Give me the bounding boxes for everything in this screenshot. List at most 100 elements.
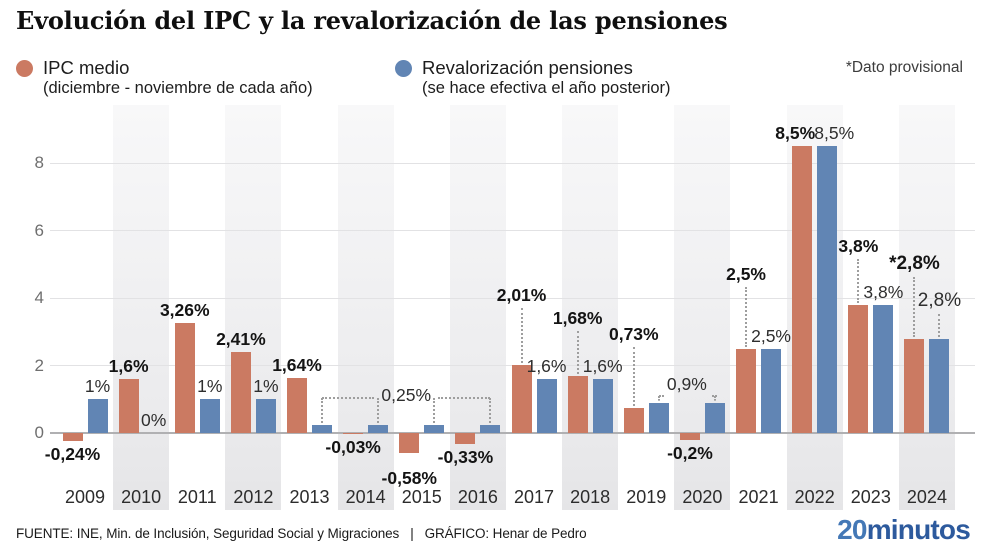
bar-pension-2011 xyxy=(199,399,220,433)
value-label-pension-2023: 3,8% xyxy=(863,281,904,302)
value-label-ipc-2010: 1,6% xyxy=(108,356,149,376)
x-axis-year-label: 2015 xyxy=(401,487,442,507)
bar-ipc-2016 xyxy=(455,433,476,445)
x-axis-year-label: 2023 xyxy=(850,487,891,507)
bar-ipc-2012 xyxy=(230,351,251,433)
x-axis-year-label: 2014 xyxy=(345,487,386,507)
bracket-tick xyxy=(713,396,716,401)
x-axis-year-label: 2024 xyxy=(906,487,947,507)
value-label-ipc-2024: *2,8% xyxy=(889,253,940,274)
x-axis-year-label: 2022 xyxy=(794,487,835,507)
bracket-line xyxy=(658,395,662,397)
source-text: FUENTE: INE, Min. de Inclusión, Segurida… xyxy=(16,526,400,541)
legend-label-ipc: IPC medio xyxy=(43,57,130,78)
bar-pension-2012 xyxy=(255,399,276,433)
bar-ipc-2017 xyxy=(511,365,532,433)
twentyminutos-logo: 20minutos xyxy=(837,514,971,546)
value-label-pension-2010: 0% xyxy=(140,410,167,430)
bracket-tick xyxy=(489,398,492,423)
bracket-line xyxy=(711,395,715,397)
value-label-ipc-2016: -0,33% xyxy=(437,447,494,468)
y-axis-tick-label: 0 xyxy=(34,423,44,442)
year-band xyxy=(898,105,955,510)
value-label-pension-2022: 8,5% xyxy=(814,123,855,144)
bar-ipc-2009 xyxy=(62,433,83,442)
bar-pension-2009 xyxy=(87,399,108,433)
value-label-ipc-2014: -0,03% xyxy=(325,437,381,457)
value-label-pension-2024: 2,8% xyxy=(917,290,962,311)
bar-ipc-2024 xyxy=(904,338,925,433)
value-label-ipc-2020: -0,2% xyxy=(667,442,713,463)
page-title: Evolución del IPC y la revalorización de… xyxy=(16,6,728,35)
x-axis-year-label: 2012 xyxy=(233,487,274,507)
footer-separator2 xyxy=(414,526,421,541)
legend-item-ipc: IPC medio (diciembre - noviembre de cada… xyxy=(16,57,313,98)
year-band xyxy=(337,105,394,510)
bar-pension-2021 xyxy=(761,348,782,433)
value-label-ipc-2019: 0,73% xyxy=(608,324,659,344)
value-label-ipc-2012: 2,41% xyxy=(216,328,266,349)
legend-item-pension: Revalorización pensiones (se hace efecti… xyxy=(395,57,671,98)
value-label-pension-2009: 1% xyxy=(84,376,111,397)
bar-ipc-2021 xyxy=(736,348,757,433)
x-axis-year-label: 2010 xyxy=(121,487,162,507)
bar-pension-2019 xyxy=(648,402,669,433)
value-label-pension-2012: 1% xyxy=(253,376,279,397)
x-axis-year-label: 2009 xyxy=(64,487,106,507)
year-band xyxy=(674,105,731,510)
gridline xyxy=(50,297,975,299)
bracket-tick xyxy=(657,396,660,401)
bar-ipc-2013 xyxy=(287,377,308,433)
bar-pension-2016 xyxy=(480,424,501,433)
bar-pension-2023 xyxy=(873,304,894,433)
x-axis-year-label: 2021 xyxy=(738,487,779,507)
value-label-pension-2017: 1,6% xyxy=(526,356,567,376)
bracket-line xyxy=(438,397,491,399)
legend-label-pension: Revalorización pensiones xyxy=(422,57,633,78)
value-label-ipc-2017: 2,01% xyxy=(496,285,547,305)
logo-part-minutos: minutos xyxy=(866,514,971,545)
x-axis-year-label: 2011 xyxy=(177,487,217,507)
x-axis-year-label: 2020 xyxy=(682,487,723,507)
shared-value-label: 0,9% xyxy=(666,374,707,394)
x-axis-year-label: 2013 xyxy=(289,487,330,507)
bar-ipc-2014 xyxy=(343,433,364,434)
leader-line xyxy=(632,347,635,407)
source-credit-line: FUENTE: INE, Min. de Inclusión, Segurida… xyxy=(16,526,587,541)
value-label-ipc-2011: 3,26% xyxy=(159,299,210,320)
leader-line xyxy=(938,314,941,337)
bar-ipc-2015 xyxy=(399,433,420,453)
x-axis-year-label: 2017 xyxy=(514,487,555,507)
legend-sublabel-pension: (se hace efectiva el año posterior) xyxy=(422,79,671,97)
leader-line xyxy=(913,277,916,337)
leader-line xyxy=(520,308,523,364)
value-label-ipc-2021: 2,5% xyxy=(726,264,766,284)
year-band xyxy=(562,105,619,510)
bar-pension-2022 xyxy=(817,146,838,433)
bracket-line xyxy=(322,397,375,399)
gridline xyxy=(50,230,975,231)
bracket-tick xyxy=(433,398,436,423)
year-band xyxy=(225,105,282,510)
legend-sublabel-ipc: (diciembre - noviembre de cada año) xyxy=(43,79,313,97)
bar-ipc-2011 xyxy=(174,322,195,433)
graphic-credit-text: GRÁFICO: Henar de Pedro xyxy=(424,526,587,541)
gridline xyxy=(50,162,975,164)
value-label-ipc-2018: 1,68% xyxy=(552,308,603,328)
bar-ipc-2020 xyxy=(679,433,700,440)
bar-pension-2020 xyxy=(704,402,725,433)
bracket-tick xyxy=(321,398,324,423)
y-axis-tick-label: 2 xyxy=(34,355,44,375)
logo-part-20: 20 xyxy=(837,514,867,545)
legend-dot-pension-icon xyxy=(395,60,412,77)
value-label-ipc-2009: -0,24% xyxy=(44,444,101,465)
legend-dot-ipc-icon xyxy=(16,60,33,77)
year-band xyxy=(113,105,170,510)
leader-line xyxy=(857,259,860,303)
value-label-ipc-2022: 8,5% xyxy=(775,123,816,144)
value-label-ipc-2013: 1,64% xyxy=(272,354,322,375)
bar-pension-2014 xyxy=(368,424,389,433)
bar-ipc-2023 xyxy=(848,304,869,433)
bar-ipc-2018 xyxy=(567,376,588,433)
